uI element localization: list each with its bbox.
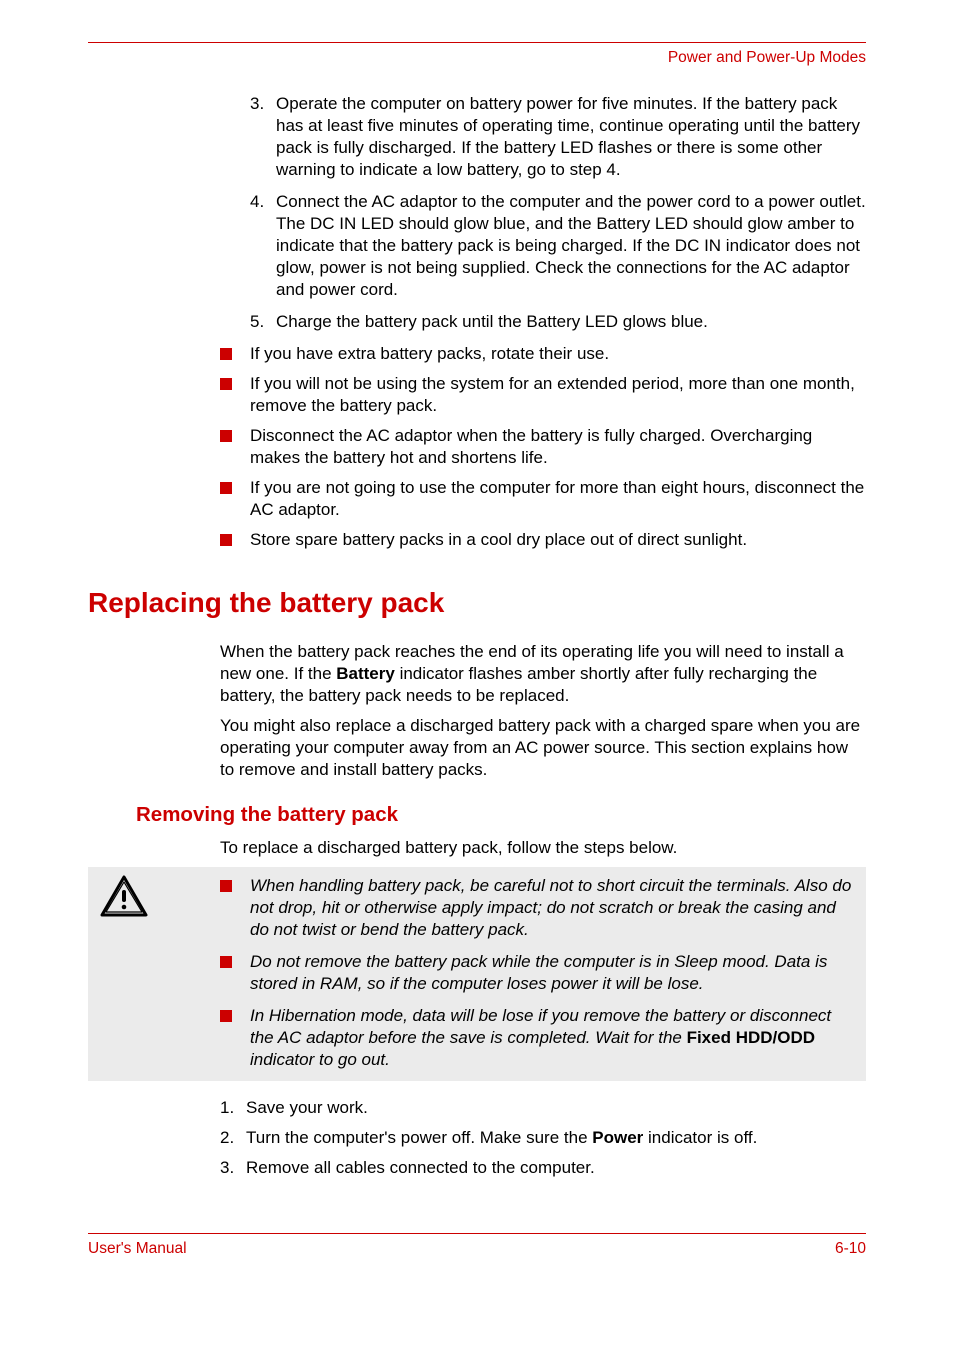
callout-icon-wrap [88, 875, 220, 922]
content-block-1: 3. Operate the computer on battery power… [220, 93, 866, 551]
bold-span: Battery [336, 664, 395, 683]
square-bullet-icon [220, 880, 232, 892]
num-item: 5. Charge the battery pack until the Bat… [250, 311, 866, 333]
callout-text: In Hibernation mode, data will be lose i… [250, 1005, 856, 1071]
content-block-3: To replace a discharged battery pack, fo… [220, 837, 866, 859]
step-num: 1. [220, 1097, 246, 1119]
square-bullet-icon [220, 1010, 232, 1022]
heading-1: Replacing the battery pack [88, 587, 866, 619]
step-text: Remove all cables connected to the compu… [246, 1157, 595, 1179]
num-text: Connect the AC adaptor to the computer a… [276, 191, 866, 301]
text-span: indicator is off. [643, 1128, 757, 1147]
steps-list: 1. Save your work. 2. Turn the computer'… [220, 1097, 866, 1179]
header-section-title: Power and Power-Up Modes [88, 49, 866, 67]
text-span: Turn the computer's power off. Make sure… [246, 1128, 592, 1147]
num-label: 3. [250, 93, 276, 181]
footer: User's Manual 6-10 [88, 1233, 866, 1258]
num-text: Operate the computer on battery power fo… [276, 93, 866, 181]
callout-item: Do not remove the battery pack while the… [220, 951, 856, 995]
bullet-item: If you have extra battery packs, rotate … [220, 343, 866, 365]
content-block-2: When the battery pack reaches the end of… [220, 641, 866, 781]
bullet-item: Disconnect the AC adaptor when the batte… [220, 425, 866, 469]
num-label: 5. [250, 311, 276, 333]
step-item: 2. Turn the computer's power off. Make s… [220, 1127, 866, 1149]
callout-text: When handling battery pack, be careful n… [250, 875, 856, 941]
square-bullet-icon [220, 482, 232, 494]
bold-span: Fixed HDD/ODD [687, 1028, 815, 1047]
bullet-item: If you will not be using the system for … [220, 373, 866, 417]
numbered-sublist: 3. Operate the computer on battery power… [250, 93, 866, 333]
step-item: 3. Remove all cables connected to the co… [220, 1157, 866, 1179]
num-label: 4. [250, 191, 276, 301]
text-span: Save your work. [246, 1098, 368, 1117]
text-span: Remove all cables connected to the compu… [246, 1158, 595, 1177]
step-num: 2. [220, 1127, 246, 1149]
bullet-item: Store spare battery packs in a cool dry … [220, 529, 866, 551]
bullet-text: Disconnect the AC adaptor when the batte… [250, 425, 866, 469]
paragraph: To replace a discharged battery pack, fo… [220, 837, 866, 859]
square-bullet-icon [220, 348, 232, 360]
bullet-text: Store spare battery packs in a cool dry … [250, 529, 747, 551]
text-span: Do not remove the battery pack while the… [250, 952, 827, 993]
square-bullet-icon [220, 430, 232, 442]
heading-2: Removing the battery pack [136, 803, 866, 827]
step-text: Save your work. [246, 1097, 368, 1119]
bullet-text: If you are not going to use the computer… [250, 477, 866, 521]
square-bullet-icon [220, 378, 232, 390]
bullet-text: If you will not be using the system for … [250, 373, 866, 417]
footer-left: User's Manual [88, 1240, 187, 1258]
bullet-text: If you have extra battery packs, rotate … [250, 343, 609, 365]
footer-right: 6-10 [835, 1240, 866, 1258]
callout-body: When handling battery pack, be careful n… [220, 875, 856, 1071]
bullet-item: If you are not going to use the computer… [220, 477, 866, 521]
text-span: When handling battery pack, be careful n… [250, 876, 851, 939]
step-item: 1. Save your work. [220, 1097, 866, 1119]
square-bullet-icon [220, 956, 232, 968]
square-bullet-icon [220, 534, 232, 546]
callout-item: In Hibernation mode, data will be lose i… [220, 1005, 856, 1071]
bullet-list: If you have extra battery packs, rotate … [220, 343, 866, 551]
callout-text: Do not remove the battery pack while the… [250, 951, 856, 995]
num-text: Charge the battery pack until the Batter… [276, 311, 708, 333]
paragraph: You might also replace a discharged batt… [220, 715, 866, 781]
warning-icon [100, 875, 148, 917]
num-item: 4. Connect the AC adaptor to the compute… [250, 191, 866, 301]
paragraph: When the battery pack reaches the end of… [220, 641, 866, 707]
step-text: Turn the computer's power off. Make sure… [246, 1127, 757, 1149]
num-item: 3. Operate the computer on battery power… [250, 93, 866, 181]
page: Power and Power-Up Modes 3. Operate the … [0, 0, 954, 1292]
warning-callout: When handling battery pack, be careful n… [88, 867, 866, 1081]
header-rule [88, 42, 866, 43]
step-num: 3. [220, 1157, 246, 1179]
callout-item: When handling battery pack, be careful n… [220, 875, 856, 941]
bold-span: Power [592, 1128, 643, 1147]
text-span: indicator to go out. [250, 1050, 390, 1069]
